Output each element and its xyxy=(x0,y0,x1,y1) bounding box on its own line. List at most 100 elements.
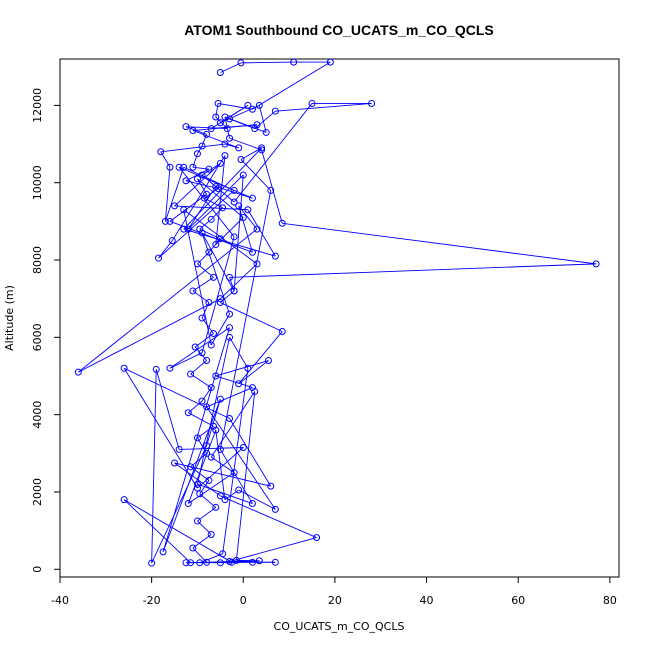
data-point-70 xyxy=(212,183,220,191)
series-0-segment-9 xyxy=(201,134,208,147)
data-point-146 xyxy=(171,202,179,210)
x-axis: -40 -20 0 20 40 60 80 xyxy=(51,577,617,607)
x-axis-label: CO_UCATS_m_CO_QCLS xyxy=(274,620,405,633)
series-0-segment-110 xyxy=(229,263,597,278)
series-0-segment-73 xyxy=(201,232,235,292)
series-0-segment-153 xyxy=(229,118,255,130)
series-0-segment-63 xyxy=(162,327,230,553)
data-point-56 xyxy=(193,484,201,492)
data-point-148 xyxy=(198,171,206,179)
series-0-segment-149 xyxy=(233,103,313,203)
series-0-segment-131 xyxy=(123,499,233,563)
y-tick-label: 0 xyxy=(31,566,44,573)
data-point-44 xyxy=(203,558,211,566)
data-point-140 xyxy=(267,186,275,194)
data-point-75 xyxy=(226,310,234,318)
x-tick-label: 40 xyxy=(420,594,434,607)
series-0-segment-52 xyxy=(174,462,271,487)
series-0-segment-104 xyxy=(258,105,267,133)
series-0-segment-114 xyxy=(238,331,283,385)
series-0-segment-135 xyxy=(229,337,249,369)
series-0-segment-130 xyxy=(123,499,191,564)
data-point-6 xyxy=(212,113,220,121)
data-point-152 xyxy=(271,107,279,115)
data-point-32 xyxy=(198,397,206,405)
series-0-segment-144 xyxy=(247,209,276,257)
data-point-98 xyxy=(235,144,243,152)
data-point-139 xyxy=(216,445,224,453)
data-point-17 xyxy=(219,204,227,212)
data-point-142 xyxy=(258,144,266,152)
data-point-102 xyxy=(244,101,252,109)
series-0-segment-11 xyxy=(192,153,198,168)
data-point-43 xyxy=(189,544,197,552)
data-point-37 xyxy=(187,463,195,471)
series-0-segment-100 xyxy=(211,124,258,130)
data-point-42 xyxy=(207,530,215,538)
data-point-111 xyxy=(226,273,234,281)
data-point-92 xyxy=(230,186,238,194)
data-point-101 xyxy=(207,125,215,133)
data-point-62 xyxy=(216,395,224,403)
data-point-153 xyxy=(251,125,259,133)
data-point-5 xyxy=(214,99,222,107)
data-point-69 xyxy=(248,194,256,202)
data-point-137 xyxy=(193,480,201,488)
series-0-segment-3 xyxy=(252,61,331,110)
series-0-segment-113 xyxy=(220,302,283,332)
series-0-segment-75 xyxy=(210,313,230,346)
series-0-segment-127 xyxy=(235,391,256,561)
series-0-segment-120 xyxy=(238,489,276,510)
data-point-82 xyxy=(235,202,243,210)
data-point-89 xyxy=(221,152,229,160)
data-point-110 xyxy=(592,260,600,268)
data-point-131 xyxy=(120,496,128,504)
data-point-87 xyxy=(239,213,247,221)
y-tick-label: 12000 xyxy=(31,88,44,123)
data-point-61 xyxy=(203,442,211,450)
series-0-segment-79 xyxy=(78,298,221,373)
data-point-84 xyxy=(166,217,174,225)
data-point-40 xyxy=(212,503,220,511)
data-point-60 xyxy=(148,559,156,567)
x-tick-label: 0 xyxy=(240,594,247,607)
series-0-segment-61 xyxy=(206,399,221,446)
series-0-segment-91 xyxy=(158,190,235,259)
series-0-segment-5 xyxy=(215,103,219,118)
data-point-22 xyxy=(193,260,201,268)
data-point-95 xyxy=(166,163,174,171)
series-0-segment-108 xyxy=(261,149,283,224)
data-point-7 xyxy=(223,125,231,133)
data-point-39 xyxy=(196,490,204,498)
data-point-121 xyxy=(235,486,243,494)
data-point-133 xyxy=(196,559,204,567)
series-0-segment-136 xyxy=(197,337,230,485)
series-0-segment-42 xyxy=(192,534,212,549)
series-0-segment-84 xyxy=(169,193,207,222)
series-0-segment-90 xyxy=(158,240,173,259)
data-point-126 xyxy=(207,453,215,461)
data-point-51 xyxy=(216,492,224,500)
data-point-23 xyxy=(209,273,217,281)
series-0-segment-53 xyxy=(229,418,272,487)
series-0-segment-74 xyxy=(201,232,230,315)
data-point-118 xyxy=(248,384,256,392)
data-point-77 xyxy=(180,206,188,214)
series-points xyxy=(74,58,600,567)
series-0-segment-147 xyxy=(201,162,221,176)
data-point-24 xyxy=(189,287,197,295)
series-0-segment-142 xyxy=(183,147,262,230)
data-point-86 xyxy=(193,175,201,183)
series-0-segment-134 xyxy=(222,368,249,554)
data-point-115 xyxy=(235,380,243,388)
data-point-96 xyxy=(157,148,165,156)
series-0-segment-58 xyxy=(155,369,180,450)
data-point-53 xyxy=(267,482,275,490)
data-point-97 xyxy=(221,140,229,148)
series-0-segment-138 xyxy=(219,449,253,504)
data-point-93 xyxy=(180,163,188,171)
data-point-21 xyxy=(205,248,213,256)
series-0-segment-54 xyxy=(123,367,230,419)
series-0-segment-115 xyxy=(238,360,269,385)
data-point-99 xyxy=(189,127,197,135)
